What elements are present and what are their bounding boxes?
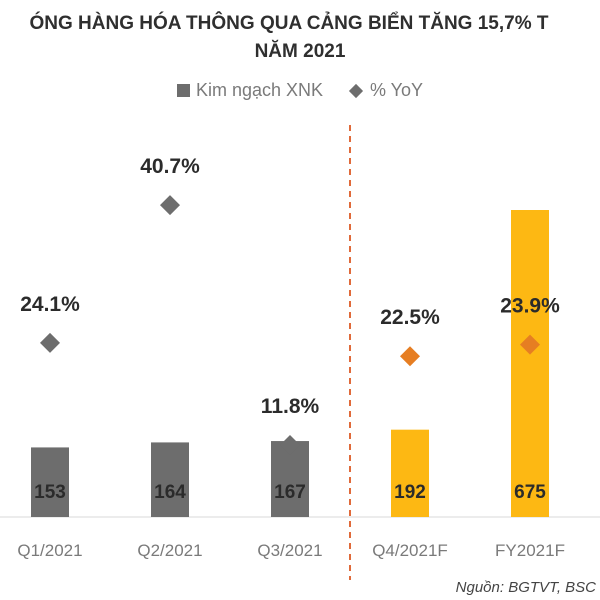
- chart-title-line-2: NĂM 2021: [254, 41, 346, 62]
- yoy-marker-4: [400, 346, 420, 367]
- yoy-value-label-1: 24.1%: [20, 293, 80, 316]
- yoy-marker-5: [520, 334, 540, 355]
- bar-value-label-1: 153: [34, 482, 66, 503]
- yoy-marker-3: [280, 435, 300, 455]
- legend-bar-swatch: [176, 84, 190, 97]
- bar-1: [31, 447, 69, 517]
- bar-value-label-5: 675: [514, 482, 546, 503]
- x-tick-label-3: Q3/2021: [257, 541, 322, 560]
- legend-yoy-label: % YoY: [370, 80, 424, 100]
- yoy-value-label-3: 11.8%: [261, 395, 320, 418]
- x-tick-label-2: Q2/2021: [137, 541, 202, 560]
- legend-item-yoy: % YoY: [348, 80, 424, 101]
- bar-value-label-3: 167: [274, 482, 306, 503]
- chart-title: ÓNG HÀNG HÓA THÔNG QUA CẢNG BIỂN TĂNG 15…: [0, 10, 600, 66]
- chart-legend: Kim ngạch XNK % YoY: [0, 80, 600, 101]
- legend-item-bars: Kim ngạch XNK: [176, 80, 323, 101]
- yoy-value-label-5: 23.9%: [500, 295, 560, 318]
- yoy-marker-2: [160, 195, 180, 216]
- x-tick-label-5: FY2021F: [495, 541, 565, 560]
- bar-2: [151, 442, 189, 517]
- bar-4: [391, 429, 429, 517]
- legend-bar-label: Kim ngạch XNK: [195, 80, 323, 100]
- x-tick-label-1: Q1/2021: [17, 541, 82, 560]
- x-tick-label-4: Q4/2021F: [372, 541, 448, 560]
- source-note: Nguồn: BGTVT, BSC: [455, 579, 596, 596]
- yoy-value-label-2: 40.7%: [140, 155, 200, 178]
- bar-value-label-2: 164: [154, 482, 186, 503]
- bar-value-label-4: 192: [394, 482, 426, 503]
- chart-title-line-1: ÓNG HÀNG HÓA THÔNG QUA CẢNG BIỂN TĂNG 15…: [29, 13, 549, 34]
- yoy-value-label-4: 22.5%: [380, 306, 440, 329]
- yoy-marker-1: [40, 332, 60, 353]
- bar-5: [511, 210, 549, 517]
